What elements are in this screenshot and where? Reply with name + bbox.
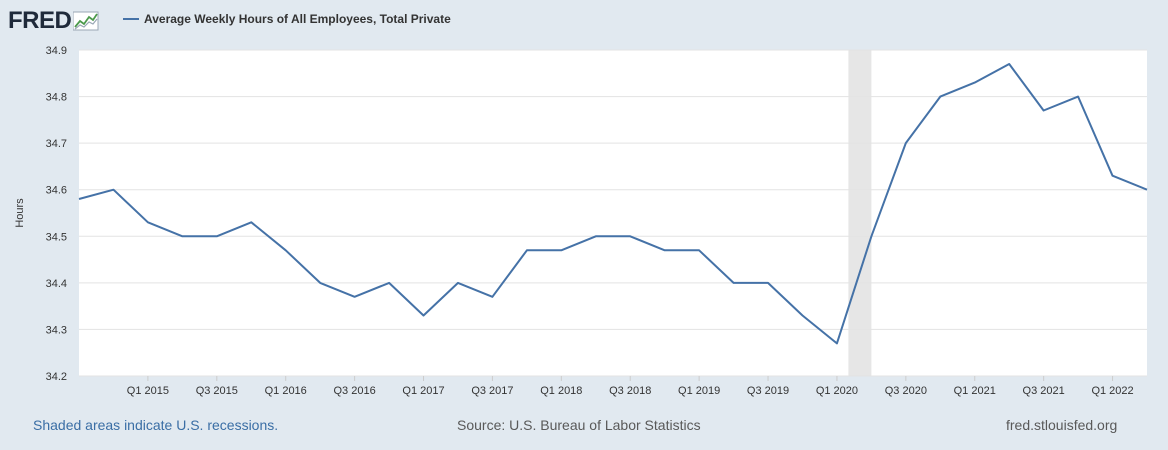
recession-note: Shaded areas indicate U.S. recessions. — [33, 417, 279, 433]
y-tick-label: 34.6 — [46, 185, 67, 197]
y-axis-label: Hours — [14, 198, 26, 228]
x-tick-label: Q1 2020 — [816, 385, 858, 397]
legend-swatch — [123, 18, 139, 20]
x-tick-label: Q3 2016 — [334, 385, 376, 397]
y-tick-label: 34.4 — [46, 278, 67, 290]
plot-area — [79, 50, 1147, 376]
x-tick-label: Q1 2019 — [678, 385, 720, 397]
x-axis-ticks: Q1 2015 Q3 2015 Q1 2016 Q3 2016 Q1 2017 Q3 20… — [127, 376, 1134, 397]
source-note: Source: U.S. Bureau of Labor Statistics — [457, 417, 701, 433]
site-link[interactable]: fred.stlouisfed.org — [1006, 417, 1118, 433]
y-tick-label: 34.8 — [46, 92, 67, 104]
x-tick-label: Q3 2015 — [196, 385, 238, 397]
y-tick-label: 34.5 — [46, 231, 67, 243]
y-axis-ticks: 34.2 34.3 34.4 34.5 34.6 34.7 34.8 34.9 — [46, 45, 67, 383]
recession-shading — [848, 50, 872, 376]
x-tick-label: Q1 2022 — [1091, 385, 1133, 397]
chart: 34.2 34.3 34.4 34.5 34.6 34.7 34.8 34.9 Q1 2015… — [14, 45, 1148, 397]
y-tick-label: 34.2 — [46, 371, 67, 383]
x-tick-label: Q3 2019 — [747, 385, 789, 397]
x-tick-label: Q1 2017 — [402, 385, 444, 397]
recession-band — [848, 50, 872, 376]
y-tick-label: 34.9 — [46, 45, 67, 57]
series-layer — [78, 63, 1148, 345]
x-tick-label: Q3 2018 — [609, 385, 651, 397]
chart-header: FRED Average Weekly Hours of All Employe… — [0, 0, 1168, 44]
fred-logo-text: FRED — [8, 7, 72, 34]
y-tick-label: 34.3 — [46, 324, 67, 336]
y-tick-label: 34.7 — [46, 138, 67, 150]
series-line[interactable] — [78, 63, 1148, 345]
fred-chart-icon — [73, 11, 99, 31]
x-tick-label: Q3 2017 — [471, 385, 513, 397]
x-tick-label: Q1 2016 — [265, 385, 307, 397]
x-tick-label: Q1 2021 — [954, 385, 996, 397]
x-tick-label: Q1 2018 — [540, 385, 582, 397]
x-tick-label: Q1 2015 — [127, 385, 169, 397]
grid-lines — [79, 49, 1147, 377]
legend-label: Average Weekly Hours of All Employees, T… — [144, 12, 451, 26]
x-tick-label: Q3 2020 — [885, 385, 927, 397]
fred-logo[interactable]: FRED — [8, 6, 99, 36]
legend: Average Weekly Hours of All Employees, T… — [123, 11, 451, 27]
x-tick-label: Q3 2021 — [1023, 385, 1065, 397]
